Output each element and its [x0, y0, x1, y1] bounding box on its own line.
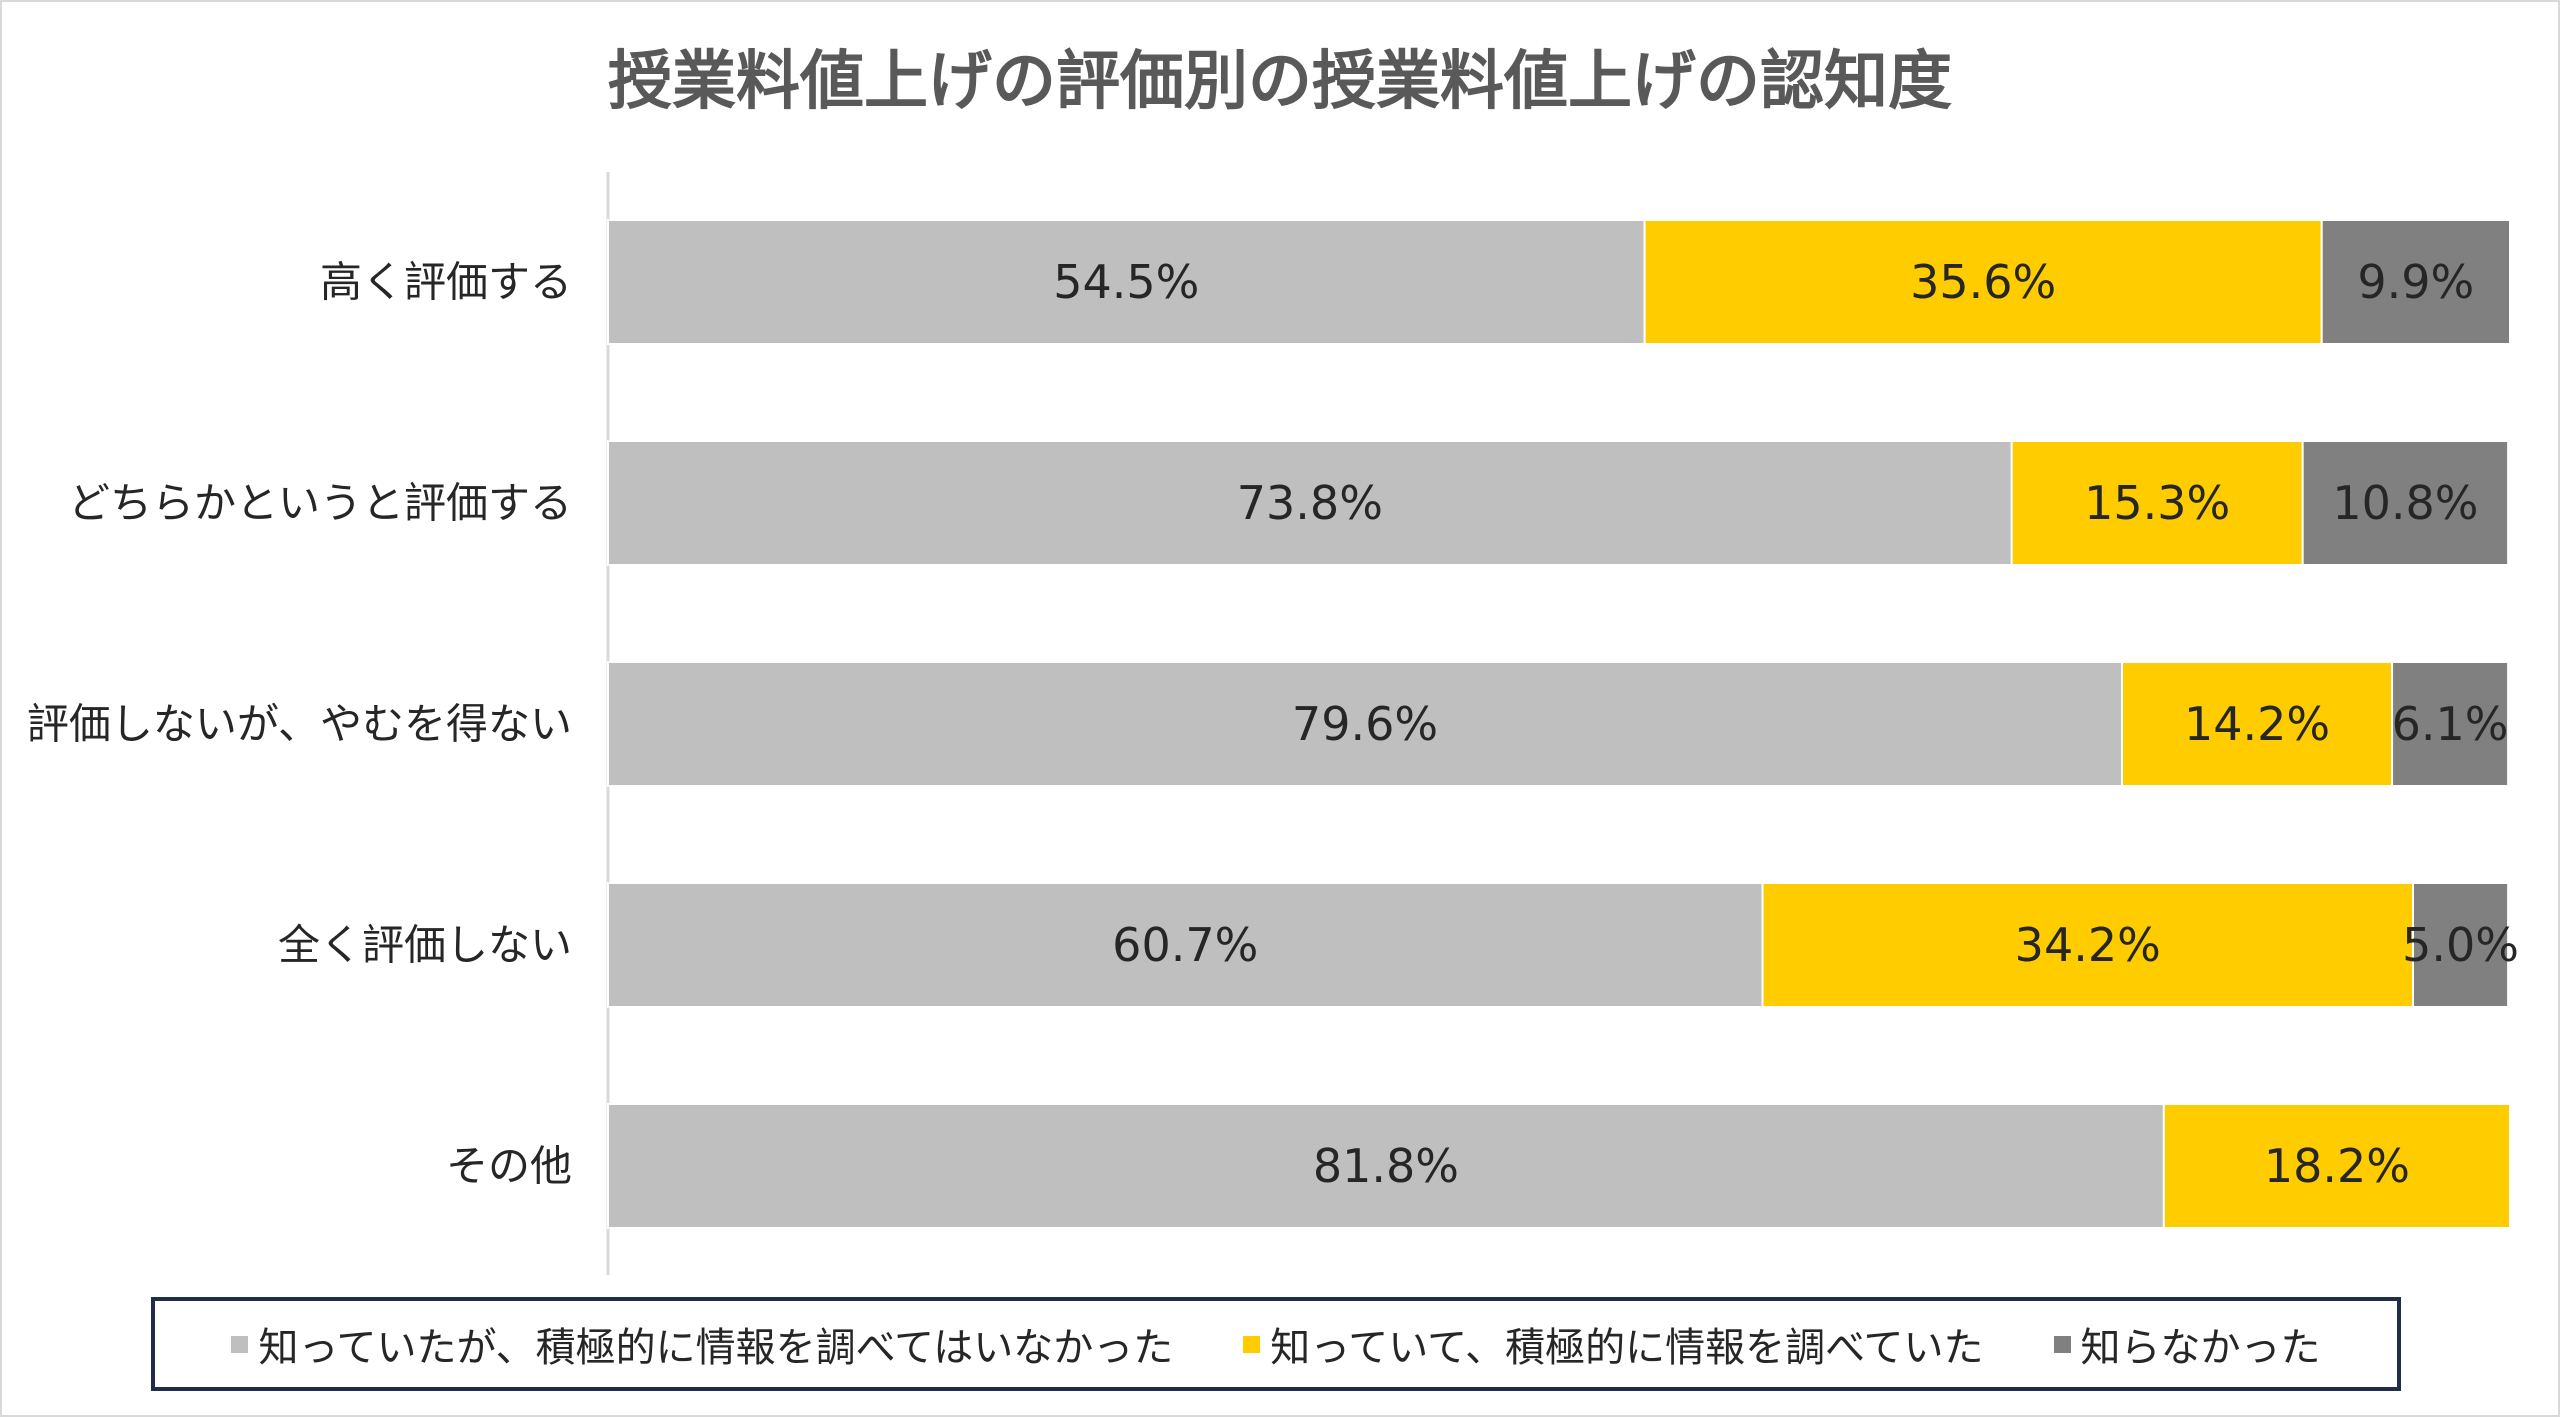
legend-item: 知っていたが、積極的に情報を調べてはいなかった — [231, 1315, 1173, 1373]
bar-segment — [1761, 882, 2414, 1008]
data-label: 9.9% — [2357, 255, 2474, 309]
bar-segment — [2120, 661, 2394, 787]
legend-item: 知らなかった — [2053, 1315, 2321, 1373]
legend-label: 知っていて、積極的に情報を調べていた — [1270, 1325, 1984, 1371]
legend-item: 知っていて、積極的に情報を調べていた — [1243, 1315, 1984, 1373]
data-label: 14.2% — [2184, 697, 2330, 751]
legend-label: 知っていたが、積極的に情報を調べてはいなかった — [258, 1325, 1174, 1371]
data-label: 10.8% — [2332, 476, 2478, 530]
data-label: 6.1% — [2392, 697, 2509, 751]
data-label: 79.6% — [1292, 697, 1438, 751]
legend-swatch — [2053, 1335, 2071, 1353]
data-label: 18.2% — [2264, 1139, 2410, 1193]
legend-swatch — [231, 1335, 249, 1353]
bar-segment — [1643, 219, 2323, 345]
bar-segment — [2010, 440, 2304, 566]
data-label: 54.5% — [1053, 255, 1199, 309]
data-label: 81.8% — [1313, 1139, 1459, 1193]
data-label: 15.3% — [2084, 476, 2230, 530]
data-label: 35.6% — [1910, 255, 2056, 309]
chart-title: 授業料値上げの評価別の授業料値上げの認知度 — [608, 45, 1952, 119]
category-label: どちらかというと評価する — [68, 479, 572, 528]
data-label: 34.2% — [2015, 918, 2161, 972]
bar-segment — [607, 1103, 2165, 1229]
bar-segment — [2301, 440, 2510, 566]
category-label: その他 — [446, 1142, 572, 1191]
chart-plot: 高く評価する 54.5% 35.6% 9.9% どちらかというと評価する 73.8% 15.… — [27, 172, 2519, 1275]
bar-segment — [2411, 882, 2510, 1008]
data-label: 73.8% — [1237, 476, 1383, 530]
bar-segment — [607, 440, 2013, 566]
bar-segment — [607, 882, 1764, 1008]
category-label: 全く評価しない — [278, 921, 572, 970]
bar-segment — [607, 219, 1646, 345]
bar-segment — [2391, 661, 2510, 787]
category-label: 高く評価する — [320, 258, 572, 307]
legend: 知っていたが、積極的に情報を調べてはいなかった 知っていて、積極的に情報を調べてい… — [151, 1297, 2401, 1391]
data-label: 60.7% — [1112, 918, 1258, 972]
bar-segment — [2320, 219, 2511, 345]
legend-swatch — [1243, 1335, 1261, 1353]
legend-label: 知らなかった — [2080, 1325, 2321, 1371]
data-label: 5.0% — [2402, 918, 2519, 972]
bar-segment — [2162, 1103, 2511, 1229]
category-label: 評価しないが、やむを得ない — [27, 700, 572, 749]
